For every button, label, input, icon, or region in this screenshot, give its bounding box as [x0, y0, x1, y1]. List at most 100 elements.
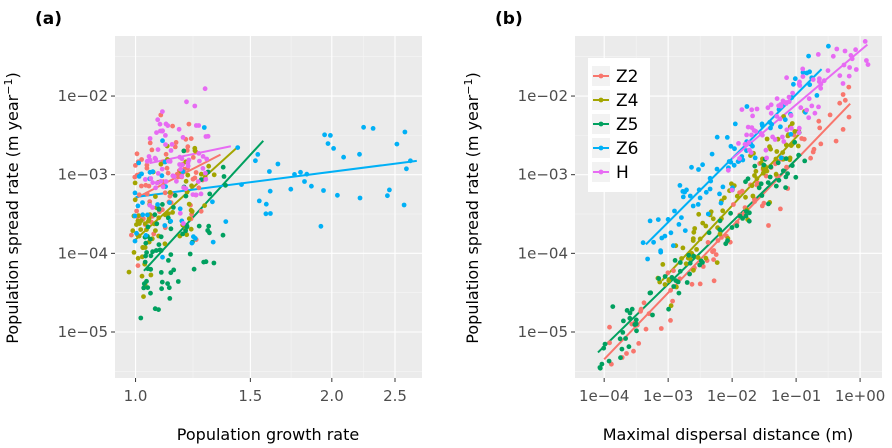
data-point-z2	[147, 140, 153, 146]
data-point-h	[147, 202, 153, 208]
data-point-z6	[263, 201, 269, 207]
data-point-z2	[837, 100, 843, 106]
data-point-z5	[157, 247, 163, 253]
data-point-z6	[168, 218, 174, 224]
data-point-h	[178, 166, 184, 172]
data-point-z5	[633, 317, 639, 323]
data-point-h	[806, 96, 812, 102]
data-point-z4	[668, 303, 674, 309]
plot-a-points	[126, 86, 413, 321]
data-point-z4	[188, 226, 194, 232]
data-point-h	[847, 65, 852, 70]
data-point-h	[158, 179, 164, 184]
data-point-z5	[142, 259, 148, 265]
data-point-z6	[707, 186, 713, 192]
data-point-z6	[210, 199, 215, 205]
data-point-z5	[166, 285, 172, 291]
data-point-z5	[620, 330, 626, 335]
data-point-z2	[133, 163, 138, 168]
data-point-z6	[792, 76, 798, 82]
data-point-z6	[814, 93, 820, 98]
data-point-z6	[309, 183, 314, 189]
x-tick-label: 2.5	[383, 387, 407, 405]
data-point-z2	[689, 281, 695, 287]
data-point-h	[798, 105, 804, 111]
data-point-z2	[139, 183, 144, 189]
data-point-z6	[804, 70, 810, 76]
data-point-z6	[750, 143, 755, 149]
data-point-z5	[159, 279, 165, 285]
data-point-z5	[756, 185, 762, 191]
plot-a-y-axis-title-close: )	[3, 72, 22, 78]
data-point-h	[750, 113, 755, 119]
data-point-z5	[783, 185, 788, 191]
data-point-z2	[188, 136, 194, 142]
data-point-z5	[623, 336, 628, 341]
data-point-z5	[792, 139, 798, 145]
data-point-h	[825, 68, 831, 73]
data-point-z6	[357, 151, 362, 157]
data-point-z5	[183, 193, 189, 199]
data-point-z6	[132, 190, 138, 196]
data-point-z4	[734, 193, 740, 199]
data-point-z4	[198, 171, 204, 177]
data-point-z4	[680, 245, 686, 251]
x-tick-label: 1e−01	[771, 387, 821, 405]
data-point-z6	[659, 235, 665, 241]
data-point-h	[192, 103, 198, 109]
data-point-h	[739, 107, 745, 112]
data-point-z5	[597, 365, 603, 371]
data-point-z2	[173, 140, 179, 145]
data-point-z5	[745, 176, 751, 182]
data-point-z4	[691, 267, 696, 273]
data-point-z2	[752, 199, 757, 205]
data-point-z6	[322, 132, 327, 138]
data-point-z5	[619, 346, 625, 352]
y-tick-label: 1e−02	[518, 87, 568, 105]
data-point-z2	[713, 252, 719, 257]
data-point-z2	[136, 192, 142, 198]
data-point-h	[768, 110, 774, 116]
data-point-z6	[732, 121, 738, 127]
data-point-h	[177, 210, 183, 216]
data-point-z2	[144, 191, 150, 197]
data-point-h	[749, 107, 755, 113]
data-point-z2	[165, 170, 171, 176]
data-point-z5	[648, 290, 654, 296]
plot-b-y-axis-title-close: )	[463, 72, 482, 78]
data-point-h	[840, 81, 846, 86]
data-point-z5	[627, 315, 633, 321]
data-point-h	[198, 191, 204, 197]
data-point-z6	[140, 212, 146, 218]
data-point-z4	[695, 255, 701, 260]
data-point-z2	[643, 326, 649, 332]
data-point-z2	[144, 165, 150, 171]
data-point-z6	[728, 143, 734, 149]
data-point-z5	[717, 227, 723, 233]
data-point-z2	[162, 190, 168, 196]
data-point-z5	[627, 310, 633, 316]
data-point-z6	[267, 169, 272, 174]
data-point-z6	[714, 134, 720, 140]
data-point-z5	[618, 355, 623, 361]
data-point-h	[150, 180, 156, 186]
data-point-z2	[665, 270, 671, 276]
data-point-z5	[184, 224, 190, 230]
data-point-z2	[700, 264, 706, 269]
data-point-z6	[298, 169, 303, 175]
data-point-h	[748, 150, 754, 156]
y-tick-label: 1e−03	[58, 166, 108, 184]
data-point-h	[774, 113, 780, 119]
data-point-z2	[711, 278, 717, 284]
data-point-z4	[206, 163, 212, 169]
data-point-z6	[677, 183, 683, 188]
data-point-z2	[186, 121, 192, 127]
data-point-z2	[842, 97, 848, 103]
data-point-z6	[331, 146, 336, 151]
data-point-z5	[211, 260, 217, 266]
legend-point-z5	[598, 121, 604, 127]
data-point-z4	[662, 282, 668, 287]
data-point-z6	[135, 203, 141, 209]
data-point-z2	[668, 287, 673, 293]
data-point-z6	[177, 206, 183, 212]
